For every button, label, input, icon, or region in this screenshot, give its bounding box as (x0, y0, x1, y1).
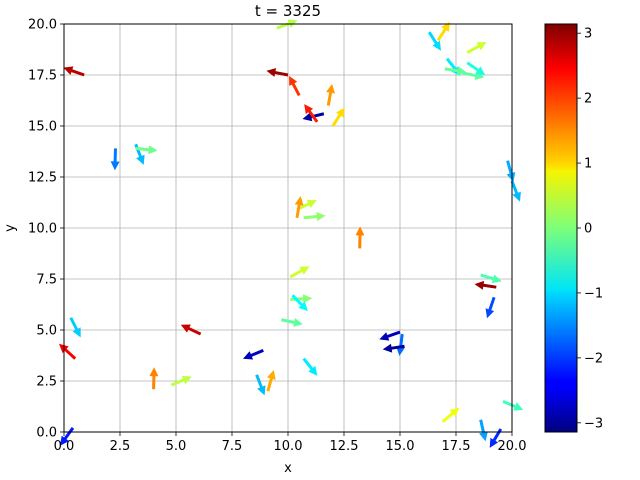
x-axis-ticks: 0.0 2.5 5.0 7.5 10.0 12.5 15.0 17.5 20.0 (54, 432, 527, 454)
quiver-arrow (466, 61, 486, 76)
x-tick-label: 17.5 (442, 439, 471, 454)
quiver-arrow (290, 294, 313, 304)
colorbar-tick-label: 0 (584, 222, 592, 237)
quiver-arrow (281, 318, 303, 327)
x-tick-label: 7.5 (222, 439, 243, 454)
quiver-arrow (302, 357, 318, 376)
quiver-arrow (474, 280, 497, 290)
quiver-arrow (303, 212, 326, 221)
chart-title: t = 3325 (255, 2, 321, 20)
quiver-arrow (149, 367, 159, 390)
quiver-arrow (485, 296, 496, 319)
quiver-arrow (355, 226, 365, 249)
quiver-arrow (294, 196, 304, 219)
colorbar (544, 23, 578, 433)
quiver-arrow (444, 66, 467, 76)
y-tick-label: 20.0 (28, 18, 57, 33)
x-axis-label: x (284, 461, 292, 476)
colorbar-tick-label: 1 (584, 157, 592, 172)
y-tick-label: 10.0 (28, 222, 57, 237)
quiver-arrow (379, 330, 401, 341)
colorbar-tick-label: −2 (584, 351, 603, 366)
x-tick-label: 15.0 (386, 439, 415, 454)
y-tick-label: 2.5 (36, 375, 57, 390)
quiver-arrow (510, 180, 521, 202)
quiver-arrow (180, 324, 202, 336)
quiver-arrow (63, 66, 85, 77)
quiver-arrow (110, 148, 120, 171)
quiver-arrow (396, 333, 405, 356)
quiver-arrow (466, 42, 487, 54)
quiver-arrow (135, 145, 158, 155)
y-tick-label: 7.5 (36, 273, 57, 288)
colorbar-tick-label: −3 (584, 416, 603, 431)
y-tick-label: 12.5 (28, 171, 57, 186)
quiver-arrow (326, 83, 335, 106)
quiver-arrow (69, 317, 81, 338)
quiver-arrow (479, 419, 488, 442)
quiver-arrow (266, 68, 289, 77)
quiver-arrow (255, 374, 266, 396)
y-axis-ticks: 0.0 2.5 5.0 7.5 10.0 12.5 15.0 17.5 20.0 (28, 18, 64, 441)
y-tick-label: 15.0 (28, 120, 57, 135)
quiver-arrow (291, 294, 308, 312)
quiver-arrow (436, 21, 450, 42)
quiver-arrow (506, 160, 516, 182)
y-axis-label: y (3, 224, 18, 232)
quiver-arrow (243, 349, 264, 360)
x-tick-label: 5.0 (166, 439, 187, 454)
y-tick-label: 17.5 (28, 69, 57, 84)
x-tick-label: 12.5 (330, 439, 359, 454)
quiver-arrow (441, 407, 460, 423)
x-tick-label: 2.5 (110, 439, 131, 454)
quiver-arrow (266, 370, 276, 392)
x-tick-label: 20.0 (498, 439, 527, 454)
colorbar-tick-label: −1 (584, 286, 603, 301)
colorbar-tick-label: 3 (584, 27, 592, 42)
quiver-arrow (170, 375, 192, 387)
x-tick-label: 10.0 (274, 439, 303, 454)
quiver-arrow (489, 428, 503, 448)
quiver-arrow (289, 75, 301, 97)
quiver-arrow (502, 400, 524, 411)
quiver-arrow (331, 107, 345, 127)
arrow-field (59, 19, 524, 448)
y-tick-label: 5.0 (36, 324, 57, 339)
quiver-arrow (296, 199, 317, 211)
quiver-arrow (427, 31, 441, 51)
quiver-arrow (289, 266, 310, 279)
y-tick-label: 0.0 (36, 426, 57, 441)
colorbar-ticks: 3 2 1 0 −1 −2 −3 (577, 27, 603, 431)
colorbar-tick-label: 2 (584, 92, 592, 107)
quiver-arrow (304, 104, 319, 123)
quiver-arrow (382, 343, 405, 353)
quiver-arrow (480, 273, 502, 284)
x-tick-label: 0.0 (54, 439, 75, 454)
quiver-arrow (59, 343, 77, 360)
